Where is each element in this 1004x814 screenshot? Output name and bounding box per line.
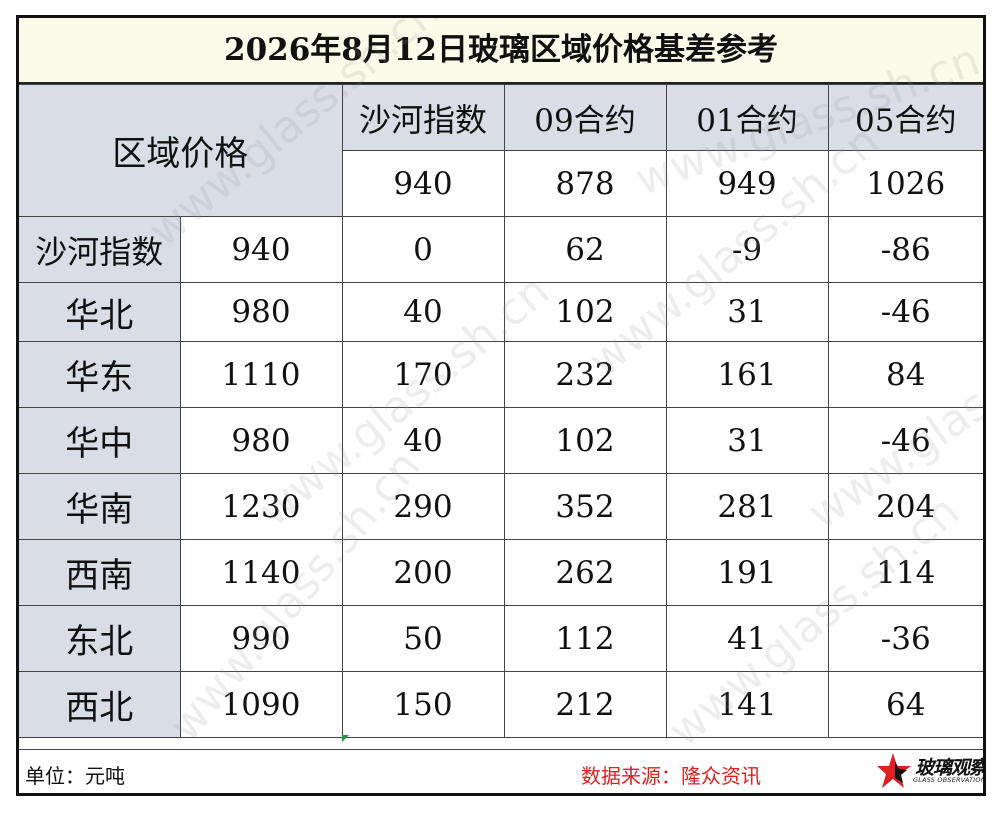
basis-value: 62 xyxy=(503,216,667,283)
basis-value: 40 xyxy=(341,282,505,342)
basis-value: 200 xyxy=(341,539,505,606)
basis-value: 64 xyxy=(827,671,983,738)
basis-value: -86 xyxy=(827,216,983,283)
basis-value: 102 xyxy=(503,282,667,342)
basis-value: -46 xyxy=(827,407,983,474)
basis-value: -46 xyxy=(827,282,983,342)
basis-value: 352 xyxy=(503,473,667,540)
table-row: 华中 980 40 102 31 -46 xyxy=(19,407,983,474)
logo-text: 玻璃观察 xyxy=(915,757,986,779)
region-name: 华北 xyxy=(19,282,181,342)
basis-value: 31 xyxy=(665,407,829,474)
cell-corner-marker xyxy=(342,735,349,742)
basis-table: 区域价格 沙河指数 09合约 01合约 05合约 940 878 949 102… xyxy=(19,84,983,738)
region-price: 1090 xyxy=(179,671,343,738)
column-header-shahe-index: 沙河指数 xyxy=(341,84,505,151)
basis-value: 102 xyxy=(503,407,667,474)
basis-value: 232 xyxy=(503,341,667,408)
table-row: 华南 1230 290 352 281 204 xyxy=(19,473,983,540)
table-row: 华北 980 40 102 31 -46 xyxy=(19,282,983,342)
region-price: 980 xyxy=(179,407,343,474)
basis-value: 41 xyxy=(665,605,829,672)
contract-price-shahe-index: 940 xyxy=(342,150,505,217)
basis-value: 191 xyxy=(665,539,829,606)
basis-value: 150 xyxy=(341,671,505,738)
region-price: 1110 xyxy=(179,341,343,408)
contract-price-09: 878 xyxy=(503,150,667,217)
region-name: 华东 xyxy=(19,341,181,408)
basis-value: -36 xyxy=(827,605,983,672)
region-name: 华南 xyxy=(19,473,181,540)
basis-value: 161 xyxy=(665,341,829,408)
basis-value: 212 xyxy=(503,671,667,738)
star-icon xyxy=(877,753,911,788)
basis-value: 281 xyxy=(665,473,829,540)
basis-value: 84 xyxy=(827,341,983,408)
data-source-note: 数据来源：隆众资讯 xyxy=(581,764,761,788)
region-price-header: 区域价格 xyxy=(19,84,343,217)
basis-value: 40 xyxy=(341,407,505,474)
contract-price-05: 1026 xyxy=(827,150,983,217)
region-name: 西北 xyxy=(19,671,181,738)
basis-value: -9 xyxy=(665,216,829,283)
basis-value: 170 xyxy=(341,341,505,408)
table-row: 华东 1110 170 232 161 84 xyxy=(19,341,983,408)
region-price: 980 xyxy=(179,282,343,342)
table-row: 沙河指数 940 0 62 -9 -86 xyxy=(19,216,983,283)
basis-value: 31 xyxy=(665,282,829,342)
basis-value: 204 xyxy=(827,473,983,540)
column-header-09-contract: 09合约 xyxy=(503,84,667,151)
table-row: 西北 1090 150 212 141 64 xyxy=(19,671,983,738)
region-name: 沙河指数 xyxy=(19,216,181,283)
glass-observation-logo: 玻璃观察 GLASS OBSERVATION xyxy=(877,751,983,793)
basis-value: 290 xyxy=(341,473,505,540)
region-price: 940 xyxy=(179,216,343,283)
basis-value: 114 xyxy=(827,539,983,606)
table-row: 西南 1140 200 262 191 114 xyxy=(19,539,983,606)
table-footer: 单位：元吨 数据来源：隆众资讯 玻璃观察 GLASS OBSERVATION xyxy=(19,749,983,793)
logo-subtext: GLASS OBSERVATION xyxy=(913,776,986,784)
column-header-05-contract: 05合约 xyxy=(827,84,983,151)
basis-value: 0 xyxy=(341,216,505,283)
contract-price-01: 949 xyxy=(665,150,829,217)
page-title: 2026年8月12日玻璃区域价格基差参考 xyxy=(19,18,983,84)
region-name: 东北 xyxy=(19,605,181,672)
unit-note: 单位：元吨 xyxy=(25,764,125,788)
basis-value: 141 xyxy=(665,671,829,738)
basis-value: 112 xyxy=(503,605,667,672)
region-name: 西南 xyxy=(19,539,181,606)
region-name: 华中 xyxy=(19,407,181,474)
price-basis-table-card: 2026年8月12日玻璃区域价格基差参考 区域价格 沙河指数 09合约 01合约… xyxy=(16,15,986,796)
region-price: 1140 xyxy=(179,539,343,606)
table-row: 东北 990 50 112 41 -36 xyxy=(19,605,983,672)
basis-value: 50 xyxy=(341,605,505,672)
region-price: 1230 xyxy=(179,473,343,540)
basis-value: 262 xyxy=(503,539,667,606)
region-price: 990 xyxy=(179,605,343,672)
column-header-01-contract: 01合约 xyxy=(665,84,829,151)
